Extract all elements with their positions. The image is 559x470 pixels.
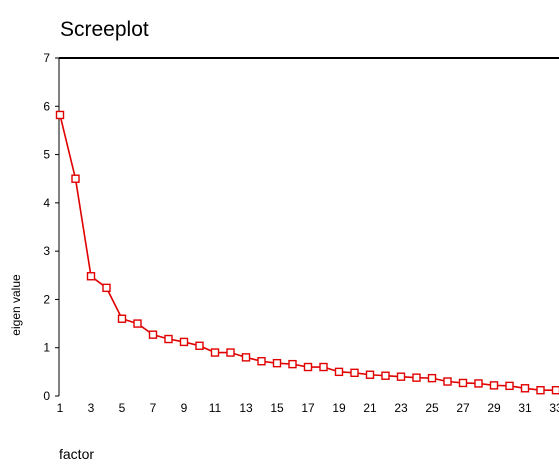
data-point-marker	[55, 110, 65, 120]
y-tick-label: 3	[43, 244, 50, 258]
x-tick-label: 33	[549, 401, 559, 415]
x-tick-label: 27	[456, 401, 470, 415]
data-point-marker	[536, 386, 545, 395]
x-axis-label: factor	[59, 446, 95, 462]
data-point-marker	[102, 283, 111, 293]
x-tick-label: 23	[394, 401, 408, 415]
chart-title: Screeplot	[60, 18, 149, 41]
data-point-marker	[474, 379, 483, 388]
data-point-marker	[257, 357, 266, 366]
data-point-marker	[179, 337, 189, 347]
data-point-marker	[226, 348, 235, 357]
x-tick-label: 31	[518, 401, 532, 415]
data-point-marker	[210, 348, 220, 357]
series-eigenvalues	[55, 110, 559, 395]
x-tick-label: 3	[88, 401, 95, 415]
data-point-marker	[164, 334, 173, 344]
y-tick-label: 5	[43, 148, 50, 162]
y-ticks: 0 1 2 3 4 5 6 7	[43, 51, 59, 403]
x-tick-label: 9	[181, 401, 188, 415]
data-point-marker	[288, 359, 297, 369]
data-point-marker	[427, 373, 437, 383]
data-point-marker	[396, 372, 406, 381]
data-point-marker	[86, 272, 96, 281]
data-point-marker	[489, 381, 499, 390]
data-point-marker	[148, 330, 158, 339]
x-tick-label: 29	[487, 401, 501, 415]
data-point-marker	[133, 319, 142, 328]
data-point-marker	[272, 358, 282, 368]
x-tick-label: 11	[209, 401, 222, 415]
x-tick-label: 15	[270, 401, 284, 415]
data-point-marker	[381, 371, 390, 380]
data-point-marker	[551, 386, 559, 395]
x-tick-label: 5	[119, 401, 126, 415]
y-tick-label: 2	[43, 292, 50, 306]
data-point-marker	[71, 174, 80, 183]
data-point-marker	[334, 367, 344, 377]
series-line	[59, 114, 556, 392]
x-tick-label: 17	[301, 401, 315, 415]
x-tick-label: 25	[425, 401, 439, 415]
x-ticks: 13579111315171921232527293133	[57, 401, 559, 415]
y-tick-label: 7	[43, 51, 50, 65]
x-tick-label: 1	[57, 401, 64, 415]
y-tick-label: 6	[43, 99, 50, 113]
data-point-marker	[117, 314, 127, 323]
x-tick-label: 13	[239, 401, 253, 415]
data-point-marker	[443, 377, 452, 386]
data-point-marker	[412, 373, 421, 382]
y-tick-label: 4	[43, 196, 50, 210]
data-point-marker	[458, 378, 468, 388]
data-point-marker	[365, 370, 375, 379]
x-tick-label: 7	[150, 401, 157, 415]
data-point-marker	[319, 362, 328, 372]
data-point-marker	[195, 341, 204, 350]
x-tick-label: 21	[363, 401, 377, 415]
y-tick-label: 0	[43, 389, 50, 403]
data-point-marker	[241, 353, 251, 362]
data-point-marker	[350, 368, 359, 378]
data-point-marker	[520, 384, 530, 393]
axes	[58, 57, 559, 396]
data-point-marker	[505, 381, 514, 391]
x-tick-label: 19	[332, 401, 346, 415]
data-point-marker	[303, 362, 313, 372]
y-tick-label: 1	[43, 341, 50, 355]
